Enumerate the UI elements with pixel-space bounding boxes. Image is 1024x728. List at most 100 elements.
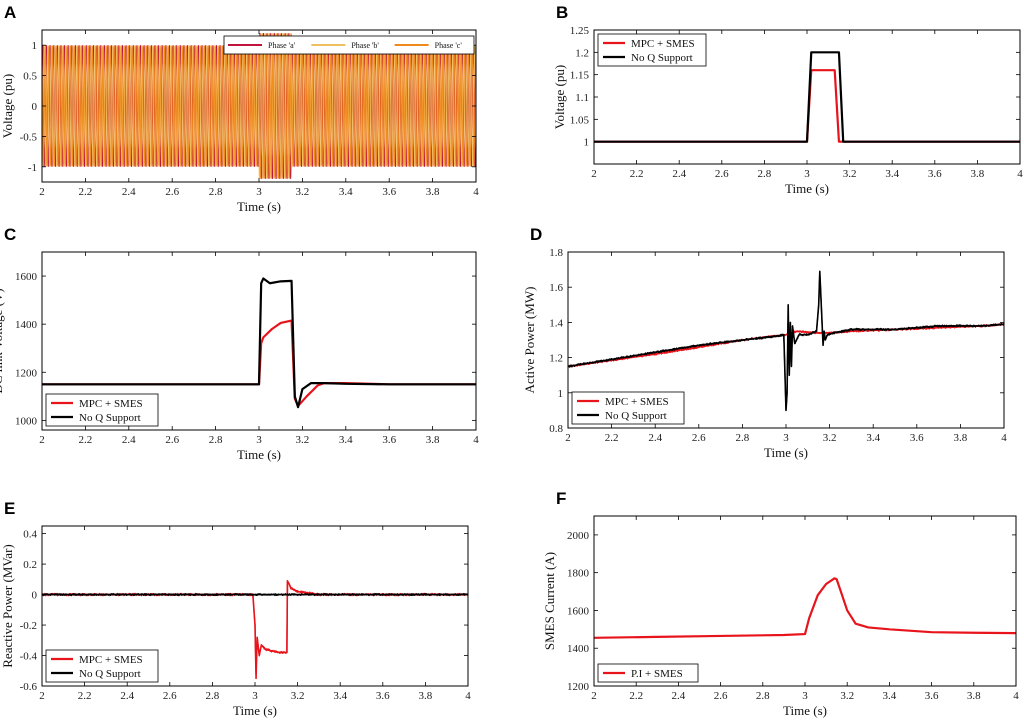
panel-a: A 2 2.2 2.4 2.6 2.8 3 3.2 3.4 3.6 3.8 4 -1 -0.5 0 0.5 1 T… [0, 3, 479, 214]
x-axis-label: Time (s) [237, 199, 281, 214]
x-tick-label: 3.6 [910, 432, 924, 444]
panel-label: D [530, 225, 542, 244]
x-tick-label: 2.8 [209, 186, 223, 198]
x-tick-label: 3.4 [339, 434, 353, 446]
x-tick-label: 3.8 [419, 690, 433, 702]
y-tick-label: 1400 [567, 643, 590, 655]
x-tick-label: 2 [39, 434, 45, 446]
series-line-1 [568, 322, 1004, 368]
y-tick-label: -0.4 [20, 651, 38, 663]
legend: MPC + SMES No Q Support [571, 391, 685, 425]
legend: MPC + SMES No Q Support [45, 649, 159, 683]
x-tick-label: 3.8 [954, 432, 968, 444]
x-tick-label: 2 [591, 690, 597, 702]
x-tick-label: 2 [565, 432, 571, 444]
legend-label: MPC + SMES [79, 398, 143, 410]
x-tick-label: 3.6 [928, 168, 942, 180]
legend-box [597, 663, 699, 683]
y-tick-label: -1 [28, 162, 37, 174]
series-group [42, 33, 476, 179]
x-tick-label: 3 [783, 432, 789, 444]
y-tick-label: 1400 [15, 319, 38, 331]
y-tick-label: 1800 [567, 568, 590, 580]
x-tick-label: 4 [1013, 690, 1019, 702]
y-tick-label: 1.25 [570, 25, 590, 37]
x-axis-label: Time (s) [233, 703, 277, 718]
x-tick-label: 3.2 [296, 186, 310, 198]
x-tick-label: 4 [1001, 432, 1007, 444]
y-tick-label: 0.4 [23, 529, 37, 541]
legend-label: Phase 'a' [268, 41, 296, 50]
x-tick-label: 3 [252, 690, 258, 702]
series-group [594, 577, 1016, 639]
y-axis-label: Active Power (MW) [522, 287, 537, 394]
x-tick-label: 3 [804, 168, 810, 180]
x-tick-label: 2.2 [629, 690, 643, 702]
y-tick-label: 1 [558, 388, 564, 400]
x-tick-label: 2.2 [630, 168, 644, 180]
x-axis-label: Time (s) [785, 181, 829, 196]
x-tick-label: 3.2 [823, 432, 837, 444]
series-group [42, 277, 476, 409]
y-axis-label: Voltage (pu) [552, 65, 567, 129]
y-axis-label: Reactive Power (MVar) [0, 544, 15, 667]
legend-label: No Q Support [631, 52, 693, 64]
x-tick-label: 2.4 [120, 690, 134, 702]
x-tick-label: 2.6 [692, 432, 706, 444]
series-trend-1 [568, 323, 1004, 368]
y-axis-label: DC link Voltage (V) [0, 288, 5, 393]
x-axis-label: Time (s) [237, 447, 281, 462]
x-axis-label: Time (s) [764, 445, 808, 460]
x-tick-label: 2 [39, 690, 45, 702]
legend-box [45, 393, 159, 427]
y-tick-label: 1.8 [549, 247, 563, 259]
y-axis-label: SMES Current (A) [542, 552, 557, 650]
x-tick-label: 3.8 [426, 434, 440, 446]
legend-label: No Q Support [605, 410, 667, 422]
x-tick-label: 2.8 [756, 690, 770, 702]
x-tick-label: 3.4 [866, 432, 880, 444]
legend: P.I + SMES [597, 663, 699, 683]
x-tick-label: 4 [473, 434, 479, 446]
panel-b: B 2 2.2 2.4 2.6 2.8 3 3.2 3.4 3.6 3.8 4 1 1.05 1.1 1.15… [552, 3, 1023, 196]
x-tick-label: 3.2 [840, 690, 854, 702]
legend-box [223, 35, 475, 55]
x-tick-label: 3.2 [843, 168, 857, 180]
legend-label: No Q Support [79, 668, 141, 680]
x-tick-label: 2.4 [648, 432, 662, 444]
y-tick-label: 0.2 [23, 559, 37, 571]
legend-label: Phase 'b' [351, 41, 379, 50]
y-tick-label: 1600 [567, 605, 590, 617]
x-tick-label: 3.2 [291, 690, 305, 702]
x-tick-label: 2.4 [672, 168, 686, 180]
x-tick-label: 3.6 [382, 186, 396, 198]
series-line-2 [594, 51, 1020, 143]
panel-f: F 2 2.2 2.4 2.6 2.8 3 3.2 3.4 3.6 3.8 4 1200 1400 1600… [542, 489, 1019, 718]
x-tick-label: 2 [591, 168, 597, 180]
series-line-1 [42, 33, 476, 179]
legend-label: MPC + SMES [605, 396, 669, 408]
x-tick-label: 2.6 [165, 186, 179, 198]
x-tick-label: 3 [802, 690, 808, 702]
x-tick-label: 2.8 [758, 168, 772, 180]
x-tick-label: 4 [1017, 168, 1023, 180]
x-tick-label: 2.4 [122, 434, 136, 446]
y-tick-label: 1.05 [570, 114, 590, 126]
panel-d: D 2 2.2 2.4 2.6 2.8 3 3.2 3.4 3.6 3.8 4 0.8 1 1.2 1.4 1.… [522, 225, 1007, 460]
x-tick-label: 3.4 [333, 690, 347, 702]
y-tick-label: 2000 [567, 530, 590, 542]
x-tick-label: 2.2 [605, 432, 619, 444]
series-line-1 [594, 577, 1016, 639]
y-tick-label: 1.6 [549, 282, 563, 294]
y-tick-label: 1.15 [570, 70, 590, 82]
x-tick-label: 2 [39, 186, 45, 198]
series-line-2 [42, 277, 476, 409]
legend-box [45, 649, 159, 683]
y-tick-label: -0.6 [20, 681, 38, 693]
series-group [568, 270, 1004, 412]
y-tick-label: 1.1 [575, 92, 589, 104]
x-tick-label: 2.6 [714, 690, 728, 702]
legend: MPC + SMES No Q Support [597, 33, 707, 67]
x-tick-label: 3.8 [971, 168, 985, 180]
x-tick-label: 2.2 [79, 434, 93, 446]
